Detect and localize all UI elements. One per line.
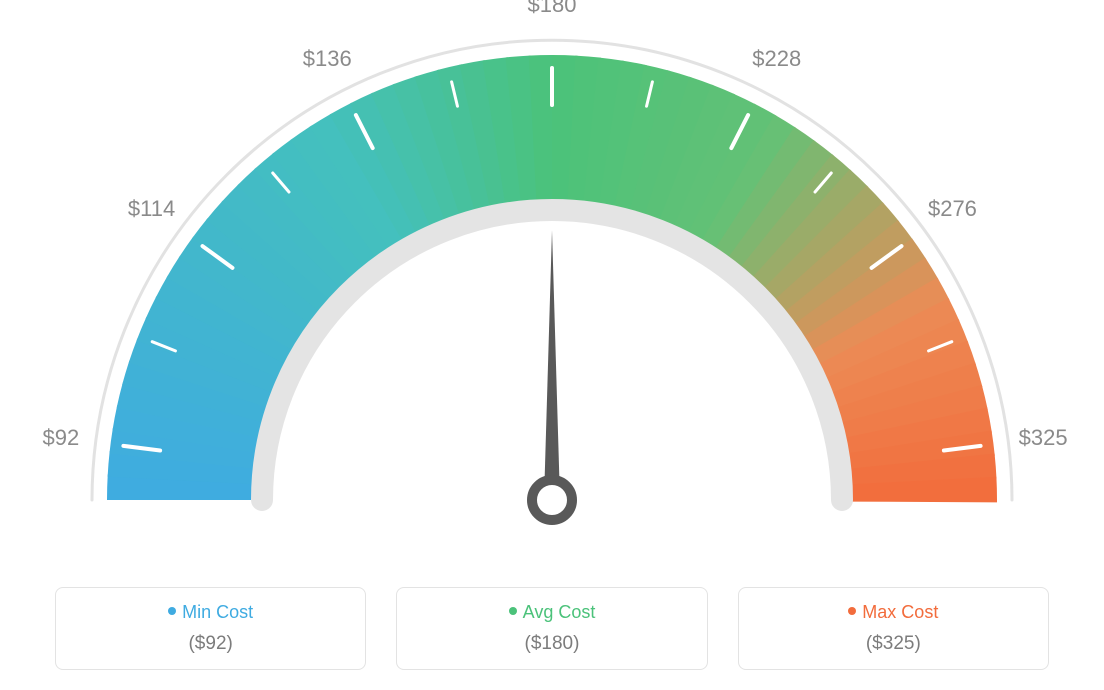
gauge-scale-label: $228 (752, 46, 801, 72)
gauge-chart-container: $92 $114 $136 $180 $228 $276 $325 Min Cost ($9… (0, 0, 1104, 690)
legend-max-dot (848, 607, 856, 615)
legend-max-box: Max Cost ($325) (738, 587, 1049, 670)
gauge-scale-label: $136 (303, 46, 352, 72)
legend-avg-dot (509, 607, 517, 615)
legend-min-value: ($92) (56, 633, 365, 655)
gauge-scale-label: $92 (43, 425, 80, 451)
legend-max-value: ($325) (739, 633, 1048, 655)
legend-max-title: Max Cost (739, 602, 1048, 623)
gauge-scale-label: $114 (128, 196, 175, 222)
legend-min-label: Min Cost (182, 602, 253, 622)
legend-max-label: Max Cost (862, 602, 938, 622)
gauge-area: $92 $114 $136 $180 $228 $276 $325 (0, 0, 1104, 560)
legend-avg-label: Avg Cost (523, 602, 596, 622)
legend-avg-box: Avg Cost ($180) (396, 587, 707, 670)
legend-avg-value: ($180) (397, 633, 706, 655)
gauge-scale-label: $180 (528, 0, 577, 18)
legend-min-box: Min Cost ($92) (55, 587, 366, 670)
legend-row: Min Cost ($92) Avg Cost ($180) Max Cost … (0, 587, 1104, 670)
gauge-svg (0, 0, 1104, 560)
legend-min-dot (168, 607, 176, 615)
legend-min-title: Min Cost (56, 602, 365, 623)
legend-avg-title: Avg Cost (397, 602, 706, 623)
gauge-scale-label: $276 (928, 196, 977, 222)
gauge-scale-label: $325 (1019, 425, 1068, 451)
